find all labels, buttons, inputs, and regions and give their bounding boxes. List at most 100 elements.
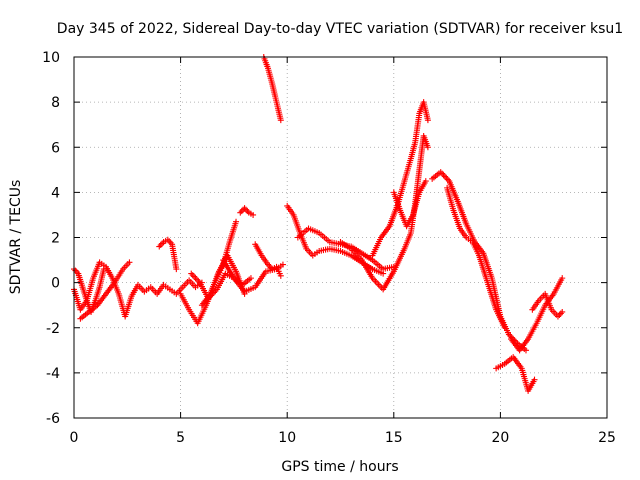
interpolated-marker (208, 270, 222, 296)
interpolated-marker (395, 180, 407, 205)
y-tick-label: -2 (46, 321, 60, 337)
series-trace-p (390, 178, 429, 230)
data-point (424, 117, 431, 124)
interpolated-marker (550, 308, 560, 318)
interpolated-marker (285, 204, 296, 217)
data-point (173, 266, 180, 273)
interpolated-marker (166, 238, 174, 246)
data-point (126, 259, 133, 266)
interpolated-marker (470, 240, 482, 257)
y-tick-label: 8 (51, 95, 60, 111)
interpolated-marker (412, 168, 423, 205)
interpolated-marker (311, 249, 321, 258)
series-trace-m (294, 225, 397, 273)
interpolated-marker (243, 285, 257, 294)
data-point (237, 209, 244, 216)
interpolated-marker (143, 285, 152, 294)
interpolated-marker (275, 263, 284, 271)
y-tick-label: -6 (46, 411, 60, 427)
interpolated-marker (526, 378, 537, 393)
interpolated-marker (476, 254, 490, 284)
interpolated-marker (274, 266, 283, 277)
interpolated-marker (371, 258, 385, 271)
interpolated-marker (455, 200, 469, 226)
series-trace-s (493, 354, 538, 394)
series-trace-u (529, 290, 566, 320)
interpolated-marker (72, 267, 80, 276)
interpolated-marker (551, 277, 565, 295)
interpolated-marker (526, 322, 539, 341)
interpolated-marker (542, 292, 554, 311)
interpolated-marker (274, 101, 284, 122)
interpolated-marker (391, 247, 407, 273)
series-trace-n (337, 132, 431, 293)
interpolated-marker (253, 270, 268, 289)
x-tick-label: 0 (70, 430, 79, 446)
interpolated-marker (157, 240, 166, 249)
interpolated-marker (458, 227, 469, 239)
interpolated-marker (371, 266, 385, 276)
tick-layer: 0 5 10 15 20 25 -6 -4 -2 0 2 4 6 8 10 (42, 50, 616, 446)
interpolated-marker (371, 276, 385, 291)
series-trace-r (444, 184, 508, 331)
interpolated-marker (266, 263, 274, 271)
interpolated-marker (451, 209, 463, 230)
series-layer (71, 54, 566, 394)
interpolated-marker (195, 304, 209, 325)
grid-layer (74, 57, 607, 418)
interpolated-marker (517, 337, 530, 352)
interpolated-marker (261, 55, 271, 70)
interpolated-marker (200, 292, 213, 307)
x-tick-label: 5 (176, 430, 185, 446)
data-point (277, 117, 284, 124)
series-trace-b (71, 266, 107, 315)
interpolated-marker (95, 292, 108, 307)
interpolated-marker (265, 67, 275, 86)
interpolated-marker (328, 246, 342, 254)
interpolated-marker (92, 286, 102, 302)
data-point (531, 376, 538, 383)
y-tick-label: 2 (51, 231, 60, 247)
interpolated-marker (421, 134, 431, 149)
data-point (188, 270, 195, 277)
interpolated-marker (242, 206, 251, 215)
interpolated-marker (444, 186, 456, 212)
data-point (277, 272, 284, 279)
interpolated-marker (269, 83, 280, 104)
chart-title: Day 345 of 2022, Sidereal Day-to-day VTE… (57, 21, 623, 37)
interpolated-marker (430, 170, 442, 181)
interpolated-marker (339, 240, 353, 251)
interpolated-marker (339, 248, 353, 258)
interpolated-marker (224, 271, 235, 280)
interpolated-marker (112, 268, 125, 284)
interpolated-marker (391, 191, 403, 212)
interpolated-marker (464, 222, 477, 244)
interpolated-marker (387, 202, 401, 228)
interpolated-marker (408, 141, 418, 160)
interpolated-marker (410, 191, 422, 216)
interpolated-marker (417, 179, 428, 194)
interpolated-marker (402, 231, 414, 250)
data-point (100, 266, 107, 273)
interpolated-marker (530, 299, 541, 311)
y-tick-label: -4 (46, 366, 60, 382)
interpolated-marker (189, 272, 202, 285)
interpolated-marker (304, 247, 315, 257)
interpolated-marker (359, 258, 375, 280)
data-point (279, 261, 286, 268)
y-tick-label: 0 (51, 276, 60, 292)
interpolated-marker (79, 310, 91, 321)
interpolated-marker (489, 277, 503, 318)
data-point (501, 324, 508, 331)
interpolated-marker (379, 224, 392, 239)
interpolated-marker (80, 286, 90, 302)
interpolated-marker (485, 281, 499, 311)
data-point (559, 275, 566, 282)
data-point (424, 144, 431, 151)
interpolated-marker (194, 281, 203, 289)
series-trace-k (260, 54, 284, 124)
interpolated-marker (155, 283, 166, 296)
series-trace-d (156, 236, 180, 273)
interpolated-marker (187, 279, 197, 289)
